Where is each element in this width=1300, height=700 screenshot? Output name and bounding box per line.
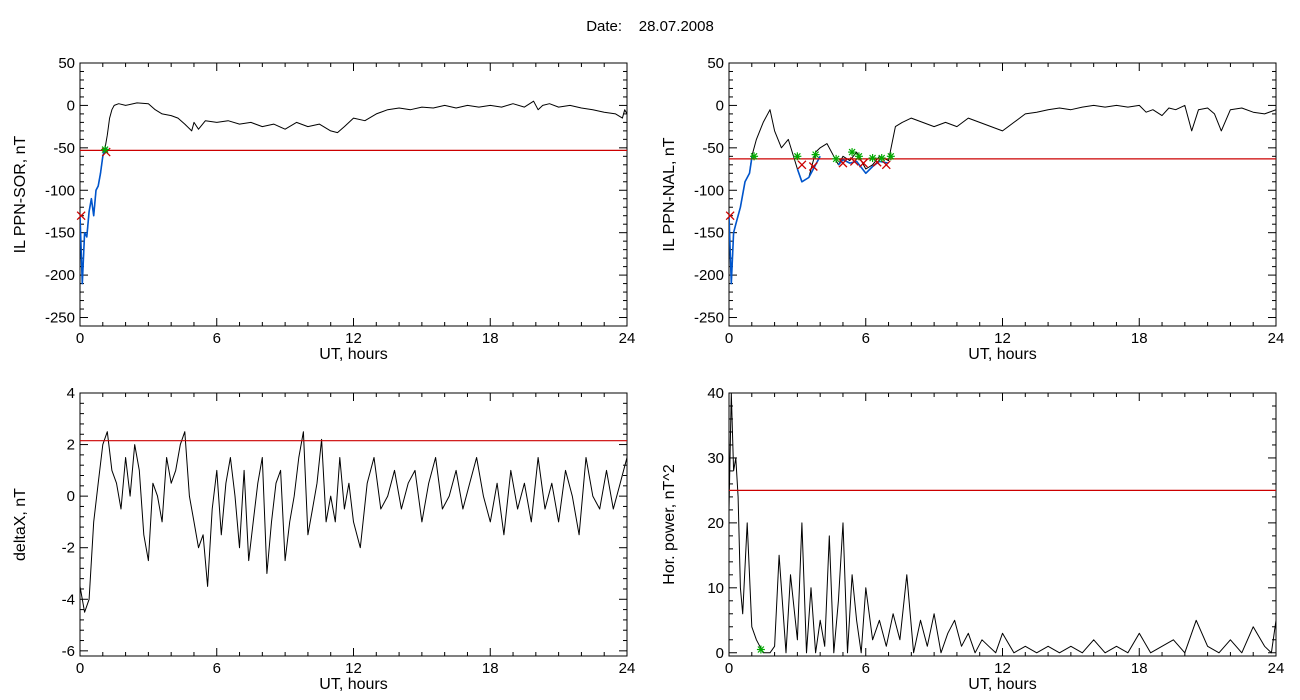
y-tick-label: 20 (707, 515, 724, 532)
x-tick-label: 12 (345, 330, 362, 347)
series-line (729, 104, 1276, 285)
y-tick-label: 2 (67, 437, 75, 454)
series-group (729, 104, 1276, 285)
series-line (837, 158, 889, 175)
marker-star (832, 154, 841, 163)
series-group (729, 393, 1276, 654)
y-tick-label: 30 (707, 450, 724, 467)
x-tick-label: 12 (994, 330, 1011, 347)
panel-deltax: 0 6 12 18 24 4 2 0 -2 -4 -6 UT, hours deltaX, nT (12, 385, 635, 693)
marker-star (854, 152, 863, 161)
y-tick-label: -100 (45, 182, 75, 199)
x-tick-label: 12 (994, 660, 1011, 677)
x-tick-label: 24 (619, 330, 636, 347)
y-tick-label: -250 (45, 310, 75, 327)
y-tick-label: -200 (45, 267, 75, 284)
marker-x (808, 162, 818, 171)
marker-x (797, 160, 807, 170)
y-tick-label: 0 (67, 97, 75, 114)
marker-star (848, 148, 857, 157)
series-line (729, 393, 1276, 654)
panel-power: 0 6 12 18 24 40 30 20 10 0 UT, hours Hor. power, nT… (661, 385, 1284, 693)
series-line (796, 155, 821, 183)
marker-star (877, 154, 886, 163)
marker-star (750, 152, 759, 161)
marker-x (725, 211, 735, 221)
marker-star (811, 150, 820, 159)
plot-frame-sor (79, 62, 628, 327)
x-axis-label: UT, hours (319, 346, 387, 363)
date-value: 28.07.2008 (638, 18, 714, 35)
series-group (80, 100, 627, 285)
x-tick-label: 6 (213, 330, 221, 347)
y-tick-label: -100 (694, 182, 724, 199)
plot-frame-power (728, 392, 1277, 657)
y-tick-label: -6 (62, 643, 75, 660)
x-tick-label: 0 (76, 330, 84, 347)
y-tick-label: 0 (716, 645, 724, 662)
series-group (80, 431, 627, 613)
marker-x (881, 160, 891, 170)
y-axis-label: Hor. power, nT^2 (661, 464, 678, 585)
x-tick-label: 24 (1268, 330, 1285, 347)
x-tick-label: 12 (345, 660, 362, 677)
marker-x (838, 158, 848, 168)
y-axis-label: IL PPN-NAL, nT (661, 137, 678, 251)
x-tick-label: 18 (1131, 330, 1148, 347)
panel-sor: 0 6 12 18 24 50 0 -50 -100 -150 -200 -250 UT, hours I… (12, 55, 635, 363)
series-line (80, 100, 627, 285)
y-axis-label: deltaX, nT (12, 488, 29, 561)
panel-nal: 0 6 12 18 24 50 0 -50 -100 -150 -200 -250 UT, hours I… (661, 55, 1284, 363)
plot-frame-nal (728, 62, 1277, 327)
y-tick-label: 10 (707, 580, 724, 597)
x-tick-label: 6 (862, 660, 870, 677)
date-label: Date: (586, 18, 623, 35)
series-line (80, 147, 108, 285)
x-axis-label: UT, hours (968, 676, 1036, 693)
x-tick-label: 6 (862, 330, 870, 347)
y-tick-label: -150 (694, 225, 724, 242)
x-tick-label: 18 (1131, 660, 1148, 677)
y-tick-label: -50 (53, 140, 75, 157)
y-tick-label: -50 (702, 140, 724, 157)
x-tick-label: 18 (482, 660, 499, 677)
chart-date-header: Date: 28.07.2008 (0, 18, 1300, 35)
y-axis-label: IL PPN-SOR, nT (12, 135, 29, 253)
marker-star (868, 154, 877, 163)
marker-x (76, 211, 86, 221)
series-line (729, 157, 755, 285)
marker-star (793, 152, 802, 161)
y-tick-label: 50 (707, 55, 724, 72)
y-tick-label: -2 (62, 540, 75, 557)
y-tick-label: -150 (45, 225, 75, 242)
y-tick-label: 0 (67, 488, 75, 505)
x-tick-label: 18 (482, 330, 499, 347)
x-axis-label: UT, hours (968, 346, 1036, 363)
x-tick-label: 6 (213, 660, 221, 677)
x-tick-label: 24 (619, 660, 636, 677)
plot-frame-deltax (79, 392, 628, 657)
y-tick-label: 4 (67, 385, 75, 402)
x-tick-label: 0 (76, 660, 84, 677)
y-tick-label: -200 (694, 267, 724, 284)
marker-star (886, 152, 895, 161)
y-tick-label: 40 (707, 385, 724, 402)
marker-star (756, 645, 765, 654)
x-tick-label: 24 (1268, 660, 1285, 677)
marker-x (859, 158, 868, 168)
x-tick-label: 0 (725, 660, 733, 677)
marker-star (101, 145, 110, 154)
x-tick-label: 0 (725, 330, 733, 347)
x-axis-label: UT, hours (319, 676, 387, 693)
series-line (80, 431, 627, 613)
y-tick-label: -250 (694, 310, 724, 327)
y-tick-label: 0 (716, 97, 724, 114)
y-tick-label: 50 (58, 55, 75, 72)
y-tick-label: -4 (62, 591, 75, 608)
